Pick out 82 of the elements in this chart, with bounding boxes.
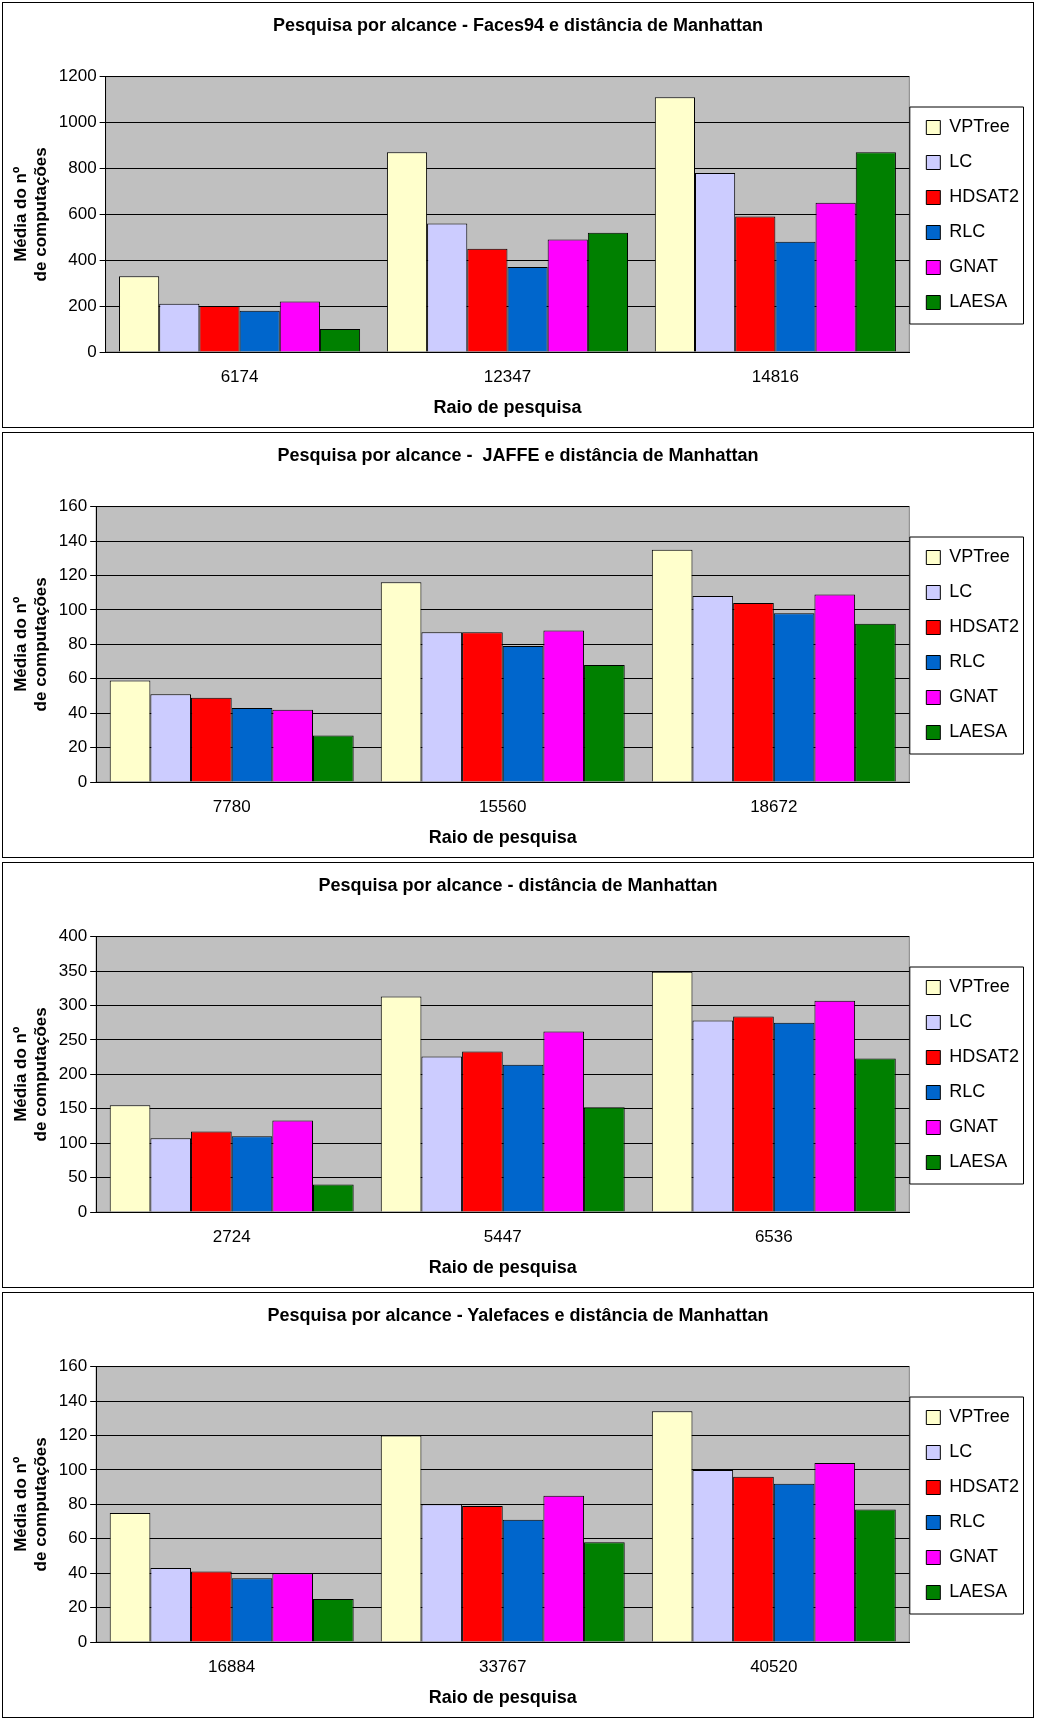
legend-label: RLC <box>949 1081 986 1102</box>
y-tick-label: 150 <box>58 1098 88 1118</box>
y-tick-label: 140 <box>58 1390 88 1410</box>
legend-label: LAESA <box>949 1581 1008 1602</box>
y-tick-label: 200 <box>68 295 97 315</box>
x-axis-title: Raio de pesquisa <box>433 397 583 418</box>
y-axis-title: Média do nº de computações <box>10 1007 51 1142</box>
legend-label: LC <box>949 1011 973 1032</box>
y-axis-title: Média do nº de computações <box>10 577 51 712</box>
legend-label: LC <box>949 151 973 172</box>
legend-label: RLC <box>949 221 986 242</box>
y-tick-label: 1000 <box>58 112 97 132</box>
y-tick-label: 0 <box>87 341 97 361</box>
legend-label: GNAT <box>949 686 998 707</box>
x-tick-label: 33767 <box>479 1656 527 1676</box>
y-tick-label: 1200 <box>58 66 97 86</box>
y-tick-label: 80 <box>68 633 88 653</box>
y-tick-label: 120 <box>58 565 88 585</box>
legend-label: GNAT <box>949 256 998 277</box>
y-axis-title: Média do nº de computações <box>10 1437 51 1572</box>
legend-label: LAESA <box>949 291 1008 312</box>
x-tick-label: 2724 <box>212 1226 251 1246</box>
legend-label: HDSAT2 <box>949 1046 1020 1067</box>
y-tick-label: 160 <box>58 1356 88 1376</box>
x-tick-label: 6174 <box>220 366 259 386</box>
x-tick-label: 18672 <box>750 796 798 816</box>
x-tick-label: 12347 <box>483 366 532 386</box>
y-tick-label: 400 <box>68 249 97 269</box>
y-tick-label: 160 <box>58 496 88 516</box>
chart-title: Pesquisa por alcance - distância de Manhattan <box>318 874 718 895</box>
x-axis-title: Raio de pesquisa <box>428 1687 578 1708</box>
legend-label: HDSAT2 <box>949 186 1020 207</box>
legend-label: RLC <box>949 1511 986 1532</box>
x-tick-label: 16884 <box>208 1656 256 1676</box>
legend-label: VPTree <box>949 976 1010 997</box>
y-tick-label: 0 <box>77 771 88 791</box>
legend-label: HDSAT2 <box>949 616 1020 637</box>
legend-label: LAESA <box>949 721 1008 742</box>
x-tick-label: 7780 <box>212 796 251 816</box>
y-tick-label: 20 <box>68 1597 88 1617</box>
y-tick-label: 40 <box>68 702 88 722</box>
legend-label: VPTree <box>949 1406 1010 1427</box>
legend-label: LAESA <box>949 1151 1008 1172</box>
x-tick-label: 5447 <box>483 1226 522 1246</box>
y-tick-label: 60 <box>68 1528 88 1548</box>
y-tick-label: 80 <box>68 1493 88 1513</box>
legend-label: RLC <box>949 651 986 672</box>
y-tick-label: 140 <box>58 530 88 550</box>
chart-title: Pesquisa por alcance - JAFFE e distância de Manhattan <box>277 444 759 465</box>
legend-label: LC <box>949 1441 973 1462</box>
y-tick-label: 300 <box>58 995 88 1015</box>
y-tick-label: 100 <box>58 1459 88 1479</box>
legend-label: GNAT <box>949 1546 998 1567</box>
y-tick-label: 800 <box>68 158 97 178</box>
x-tick-label: 14816 <box>751 366 800 386</box>
legend-label: LC <box>949 581 973 602</box>
x-tick-label: 15560 <box>479 796 527 816</box>
legend-label: VPTree <box>949 546 1010 567</box>
y-tick-label: 100 <box>58 599 88 619</box>
y-tick-label: 50 <box>68 1167 88 1187</box>
x-axis-title: Raio de pesquisa <box>428 1257 578 1278</box>
y-tick-label: 200 <box>58 1063 88 1083</box>
y-tick-label: 60 <box>68 668 88 688</box>
chart-title: Pesquisa por alcance - Yalefaces e distância de Manhattan <box>267 1304 769 1325</box>
y-tick-label: 400 <box>58 926 88 946</box>
legend-label: VPTree <box>949 116 1010 137</box>
legend-label: GNAT <box>949 1116 998 1137</box>
y-tick-label: 120 <box>58 1425 88 1445</box>
y-tick-label: 0 <box>77 1201 88 1221</box>
y-tick-label: 20 <box>68 737 88 757</box>
chart-title: Pesquisa por alcance - Faces94 e distância de Manhattan <box>272 14 764 35</box>
y-tick-label: 0 <box>77 1631 88 1651</box>
legend-label: HDSAT2 <box>949 1476 1020 1497</box>
y-tick-label: 350 <box>58 960 88 980</box>
x-axis-title: Raio de pesquisa <box>428 827 578 848</box>
x-tick-label: 6536 <box>754 1226 793 1246</box>
y-tick-label: 600 <box>68 203 97 223</box>
x-tick-label: 40520 <box>750 1656 798 1676</box>
y-tick-label: 40 <box>68 1562 88 1582</box>
y-axis-title: Média do nº de computações <box>10 147 51 282</box>
y-tick-label: 250 <box>58 1029 88 1049</box>
y-tick-label: 100 <box>58 1132 88 1152</box>
